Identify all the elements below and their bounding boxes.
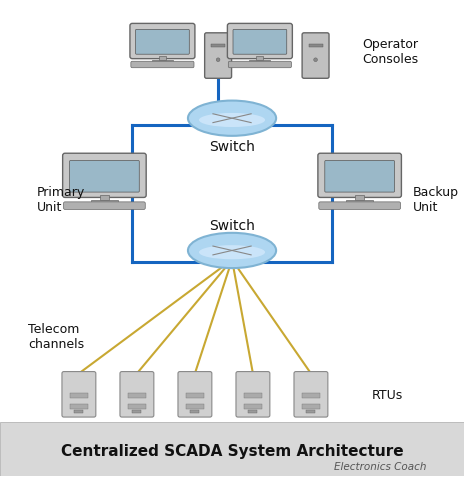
Bar — [70, 394, 88, 399]
Bar — [100, 196, 109, 201]
Text: Backup
Unit: Backup Unit — [413, 186, 459, 214]
FancyBboxPatch shape — [325, 161, 394, 193]
Circle shape — [216, 59, 220, 62]
Ellipse shape — [188, 233, 276, 268]
Bar — [249, 61, 270, 62]
Bar — [74, 410, 83, 413]
FancyBboxPatch shape — [227, 24, 292, 60]
FancyBboxPatch shape — [63, 154, 146, 198]
Bar — [190, 410, 199, 413]
Bar — [346, 201, 374, 203]
FancyBboxPatch shape — [204, 34, 232, 79]
Bar — [306, 410, 315, 413]
Ellipse shape — [199, 245, 265, 260]
Bar — [186, 404, 204, 409]
Bar — [256, 57, 264, 61]
FancyBboxPatch shape — [236, 372, 270, 417]
Bar — [355, 196, 364, 201]
Bar — [244, 394, 262, 399]
FancyBboxPatch shape — [318, 154, 401, 198]
FancyBboxPatch shape — [233, 30, 287, 55]
FancyBboxPatch shape — [130, 24, 195, 60]
Bar — [128, 394, 146, 399]
Ellipse shape — [199, 114, 265, 128]
Bar — [248, 410, 258, 413]
FancyBboxPatch shape — [135, 30, 189, 55]
Text: Telecom
channels: Telecom channels — [28, 323, 84, 350]
FancyBboxPatch shape — [228, 62, 291, 69]
Text: Switch: Switch — [209, 140, 255, 154]
FancyBboxPatch shape — [302, 34, 329, 79]
Text: Primary
Unit: Primary Unit — [37, 186, 86, 214]
Bar — [186, 394, 204, 399]
Text: Operator
Consoles: Operator Consoles — [362, 38, 418, 66]
Ellipse shape — [188, 102, 276, 137]
FancyBboxPatch shape — [63, 203, 145, 210]
Bar — [244, 404, 262, 409]
Bar — [152, 61, 173, 62]
Text: Switch: Switch — [209, 219, 255, 232]
Bar — [0, 422, 464, 476]
Bar — [302, 394, 320, 399]
FancyBboxPatch shape — [294, 372, 328, 417]
FancyBboxPatch shape — [120, 372, 154, 417]
FancyBboxPatch shape — [178, 372, 212, 417]
Text: Electronics Coach: Electronics Coach — [334, 461, 427, 471]
Bar — [70, 404, 88, 409]
FancyBboxPatch shape — [62, 372, 96, 417]
Bar — [91, 201, 118, 203]
Bar — [128, 404, 146, 409]
Bar — [309, 45, 322, 48]
Circle shape — [313, 59, 317, 62]
Text: RTUs: RTUs — [371, 388, 402, 401]
Bar — [133, 410, 141, 413]
Bar — [159, 57, 166, 61]
Bar — [211, 45, 225, 48]
FancyBboxPatch shape — [70, 161, 139, 193]
Bar — [302, 404, 320, 409]
Text: Centralized SCADA System Architecture: Centralized SCADA System Architecture — [61, 443, 403, 458]
FancyBboxPatch shape — [319, 203, 400, 210]
FancyBboxPatch shape — [131, 62, 194, 69]
